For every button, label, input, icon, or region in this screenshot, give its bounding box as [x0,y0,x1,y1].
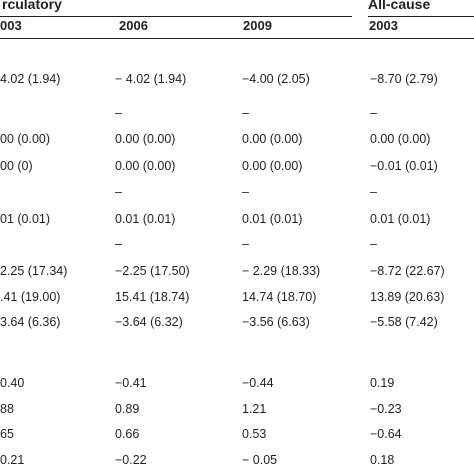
table-cell: −8.72 (22.67) [370,264,445,278]
table-cell: −3.56 (6.63) [242,315,310,329]
table-header: rculatory All-cause 003 2006 2009 2003 [0,0,474,40]
table-cell: −0.01 (0.01) [370,159,438,173]
table-cell: 0.89 [115,402,140,416]
table-row: 0.21 −0.22 − 0.05 0.18 [0,451,474,474]
table-cell: 14.74 (18.70) [242,290,317,304]
table-cell: – [242,185,249,199]
table-row: 00 (0) 0.00 (0.00) 0.00 (0.00) −0.01 (0.01) [0,157,474,181]
table-cell: −0.41 [115,376,147,390]
table-cell: −0.22 [115,453,147,467]
table-row: 3.64 (6.36) −3.64 (6.32) −3.56 (6.63) −5.58… [0,313,474,337]
column-header-2003: 003 [0,18,22,33]
table-row: .41 (19.00) 15.41 (18.74) 14.74 (18.70) 13.… [0,288,474,312]
table-cell: −0.64 [370,427,402,441]
table-row: 2.25 (17.34) −2.25 (17.50) − 2.29 (18.33) −… [0,262,474,286]
table-cell: 1.21 [242,402,267,416]
table-row: 0.40 −0.41 −0.44 0.19 [0,374,474,398]
table-cell: 65 [0,427,14,441]
table-cell: 00 (0) [0,159,33,173]
table-cell: – [370,106,377,120]
column-header-2009: 2009 [243,18,272,33]
table-cell: 0.01 (0.01) [242,212,303,226]
table-row: 4.02 (1.94) − 4.02 (1.94) −4.00 (2.05) −8.7… [0,70,474,94]
table-cell: 0.18 [370,453,395,467]
table-cell: 0.00 (0.00) [242,132,303,146]
table-cell: 0.40 [0,376,25,390]
table-cell: 01 (0.01) [0,212,51,226]
group-header-circulatory: rculatory [2,0,62,12]
table-row [0,340,474,364]
table-cell: .41 (19.00) [0,290,61,304]
table-row: 88 0.89 1.21 −0.23 [0,400,474,424]
table-cell: – [370,237,377,251]
header-rule [0,38,474,39]
table-cell: 0.01 (0.01) [115,212,176,226]
column-header-all-cause-2003: 2003 [369,18,398,33]
table-cell: 15.41 (18.74) [115,290,190,304]
table-cell: −0.44 [242,376,274,390]
table-row: 65 0.66 0.53 −0.64 [0,425,474,449]
table-cell: − 2.29 (18.33) [242,264,321,278]
table-cell: – [115,237,122,251]
table-cell: 0.00 (0.00) [370,132,431,146]
table-cell: 00 (0.00) [0,132,51,146]
table-cell: −5.58 (7.42) [370,315,438,329]
column-header-2006: 2006 [119,18,148,33]
table-cell: 4.02 (1.94) [0,72,61,86]
table-cell: −3.64 (6.32) [115,315,183,329]
table-cell: − 4.02 (1.94) [115,72,187,86]
table-cell: 0.00 (0.00) [242,159,303,173]
table-cell: 0.19 [370,376,395,390]
group-rule-all-cause [368,16,474,17]
table-cell: 88 [0,402,14,416]
table-cell: −4.00 (2.05) [242,72,310,86]
table-cell: −0.23 [370,402,402,416]
table-cell: 0.21 [0,453,25,467]
table-cell: 0.00 (0.00) [115,132,176,146]
table-cell: 0.01 (0.01) [370,212,431,226]
table-cell: – [115,106,122,120]
group-rule-circulatory [0,16,352,17]
table-cell: 0.66 [115,427,140,441]
table-row: 00 (0.00) 0.00 (0.00) 0.00 (0.00) 0.00 (0.0… [0,130,474,154]
table-cell: − 0.05 [242,453,278,467]
table-cell: – [370,185,377,199]
table-cell: 0.53 [242,427,267,441]
table-cell: −2.25 (17.50) [115,264,190,278]
table-row: – – – [0,104,474,128]
table-row: – – – [0,235,474,259]
table-cell: 3.64 (6.36) [0,315,61,329]
table-row: – – – [0,183,474,207]
table-cell: −8.70 (2.79) [370,72,438,86]
table-cell: 0.00 (0.00) [115,159,176,173]
table-cell: – [115,185,122,199]
table-cell: – [242,106,249,120]
group-header-all-cause: All-cause [368,0,431,12]
table-cell: – [242,237,249,251]
table-cell: 2.25 (17.34) [0,264,68,278]
table-row: 01 (0.01) 0.01 (0.01) 0.01 (0.01) 0.01 (0.0… [0,210,474,234]
table-cell: 13.89 (20.63) [370,290,445,304]
